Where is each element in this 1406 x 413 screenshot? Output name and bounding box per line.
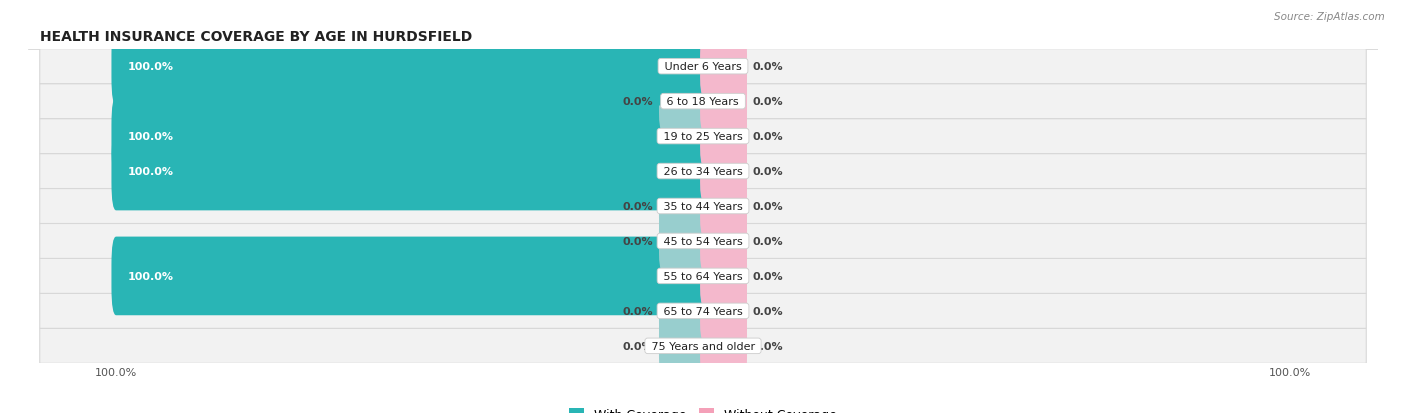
Text: 0.0%: 0.0% xyxy=(623,97,654,107)
FancyBboxPatch shape xyxy=(659,73,706,131)
Text: 0.0%: 0.0% xyxy=(752,132,783,142)
Text: 0.0%: 0.0% xyxy=(752,341,783,351)
Text: 0.0%: 0.0% xyxy=(623,202,654,211)
Text: HEALTH INSURANCE COVERAGE BY AGE IN HURDSFIELD: HEALTH INSURANCE COVERAGE BY AGE IN HURD… xyxy=(39,31,472,44)
FancyBboxPatch shape xyxy=(39,294,1367,329)
Legend: With Coverage, Without Coverage: With Coverage, Without Coverage xyxy=(564,404,842,413)
Text: 100.0%: 100.0% xyxy=(128,132,174,142)
FancyBboxPatch shape xyxy=(700,143,747,200)
Text: 100.0%: 100.0% xyxy=(128,271,174,281)
FancyBboxPatch shape xyxy=(111,133,707,211)
FancyBboxPatch shape xyxy=(111,28,707,106)
FancyBboxPatch shape xyxy=(39,189,1367,224)
Text: Under 6 Years: Under 6 Years xyxy=(661,62,745,72)
Text: 0.0%: 0.0% xyxy=(752,62,783,72)
Text: 6 to 18 Years: 6 to 18 Years xyxy=(664,97,742,107)
FancyBboxPatch shape xyxy=(659,282,706,340)
FancyBboxPatch shape xyxy=(700,213,747,270)
FancyBboxPatch shape xyxy=(700,73,747,131)
FancyBboxPatch shape xyxy=(700,178,747,235)
FancyBboxPatch shape xyxy=(39,154,1367,189)
Text: 65 to 74 Years: 65 to 74 Years xyxy=(659,306,747,316)
Text: 0.0%: 0.0% xyxy=(623,306,654,316)
FancyBboxPatch shape xyxy=(111,237,707,316)
FancyBboxPatch shape xyxy=(659,213,706,270)
FancyBboxPatch shape xyxy=(659,317,706,375)
FancyBboxPatch shape xyxy=(111,97,707,176)
FancyBboxPatch shape xyxy=(700,38,747,96)
FancyBboxPatch shape xyxy=(39,259,1367,294)
Text: 0.0%: 0.0% xyxy=(752,306,783,316)
Text: 0.0%: 0.0% xyxy=(752,97,783,107)
FancyBboxPatch shape xyxy=(39,84,1367,119)
FancyBboxPatch shape xyxy=(39,224,1367,259)
Text: 0.0%: 0.0% xyxy=(752,166,783,177)
Text: 0.0%: 0.0% xyxy=(752,271,783,281)
Text: 0.0%: 0.0% xyxy=(752,236,783,247)
FancyBboxPatch shape xyxy=(39,50,1367,84)
Text: 0.0%: 0.0% xyxy=(623,341,654,351)
FancyBboxPatch shape xyxy=(700,247,747,305)
Text: 35 to 44 Years: 35 to 44 Years xyxy=(659,202,747,211)
Text: 100.0%: 100.0% xyxy=(128,62,174,72)
Text: 55 to 64 Years: 55 to 64 Years xyxy=(659,271,747,281)
Text: 26 to 34 Years: 26 to 34 Years xyxy=(659,166,747,177)
Text: 75 Years and older: 75 Years and older xyxy=(648,341,758,351)
Text: 19 to 25 Years: 19 to 25 Years xyxy=(659,132,747,142)
Text: 100.0%: 100.0% xyxy=(128,166,174,177)
FancyBboxPatch shape xyxy=(39,119,1367,154)
FancyBboxPatch shape xyxy=(659,178,706,235)
Text: Source: ZipAtlas.com: Source: ZipAtlas.com xyxy=(1274,12,1385,22)
FancyBboxPatch shape xyxy=(39,329,1367,363)
FancyBboxPatch shape xyxy=(700,108,747,166)
Text: 0.0%: 0.0% xyxy=(752,202,783,211)
FancyBboxPatch shape xyxy=(700,317,747,375)
Text: 45 to 54 Years: 45 to 54 Years xyxy=(659,236,747,247)
FancyBboxPatch shape xyxy=(700,282,747,340)
Text: 0.0%: 0.0% xyxy=(623,236,654,247)
